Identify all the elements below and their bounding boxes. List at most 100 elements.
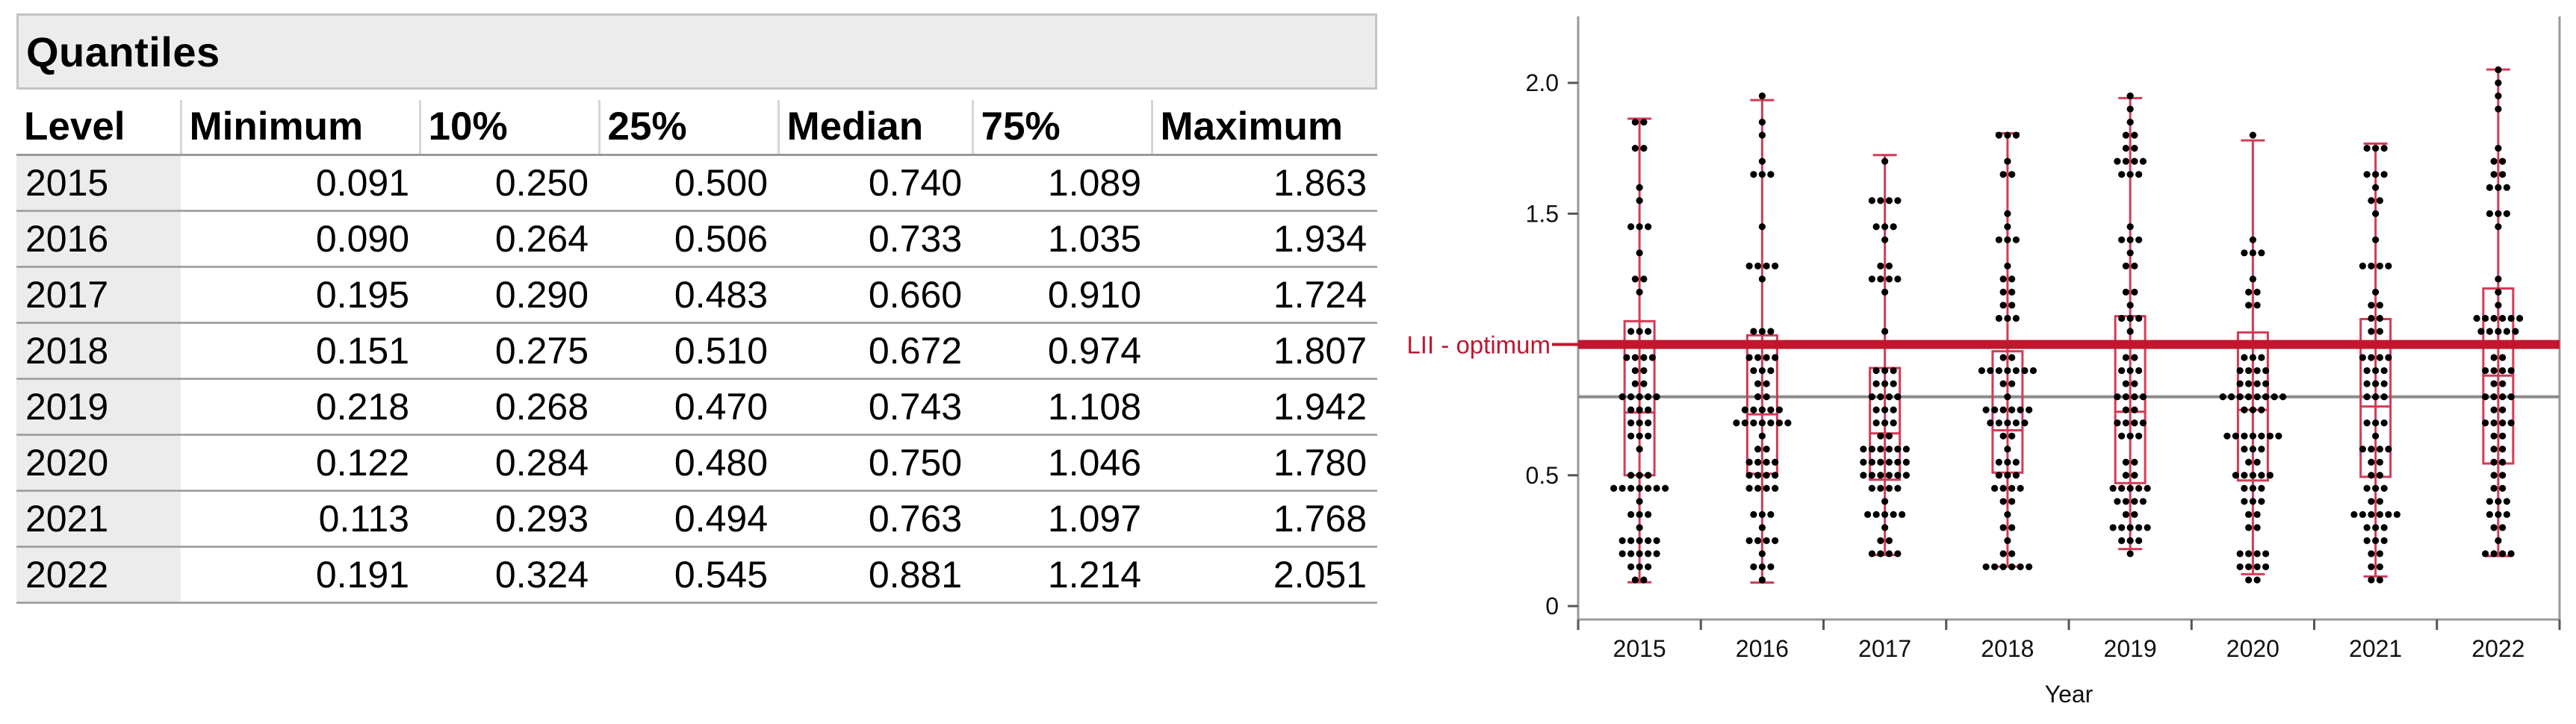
data-point xyxy=(2495,92,2502,100)
data-point xyxy=(2368,472,2375,479)
data-point xyxy=(2236,550,2244,558)
quantile-cell: 1.035 xyxy=(972,210,1152,268)
data-point xyxy=(2012,236,2020,243)
data-point xyxy=(2004,537,2011,544)
data-point xyxy=(2126,171,2134,178)
quantile-cell: 0.750 xyxy=(778,434,972,492)
data-point xyxy=(2503,511,2510,518)
data-point xyxy=(2376,458,2383,466)
data-point xyxy=(2271,393,2278,401)
data-point xyxy=(1894,458,1902,466)
data-point xyxy=(1987,366,1994,375)
table-row[interactable]: 2018 0.151 0.275 0.510 0.672 0.974 1.807 xyxy=(16,322,1377,380)
data-point xyxy=(2122,419,2129,427)
column-header[interactable]: 75% xyxy=(971,100,1152,156)
data-point xyxy=(2144,484,2151,492)
column-header[interactable]: 10% xyxy=(418,100,599,156)
data-point xyxy=(2359,511,2366,518)
data-point xyxy=(1636,288,1643,296)
data-point xyxy=(2236,393,2244,401)
data-point xyxy=(2131,419,2138,427)
data-point xyxy=(2507,419,2515,427)
data-point xyxy=(1763,446,1770,453)
column-header[interactable]: Minimum xyxy=(179,100,420,156)
table-row[interactable]: 2015 0.091 0.250 0.500 0.740 1.089 1.863 xyxy=(16,155,1377,212)
data-point xyxy=(2232,432,2239,440)
data-point xyxy=(1618,550,1626,558)
data-point xyxy=(1890,223,1897,231)
data-point xyxy=(2380,366,2388,375)
data-point xyxy=(1890,511,1897,518)
quantile-cell: 1.089 xyxy=(972,155,1152,212)
column-header[interactable]: Median xyxy=(777,100,972,156)
data-point xyxy=(1995,458,2002,466)
data-point xyxy=(2363,145,2371,152)
data-point xyxy=(2118,314,2126,322)
data-point xyxy=(1881,236,1889,243)
data-point xyxy=(1754,393,1762,401)
data-point xyxy=(2499,171,2507,178)
data-point xyxy=(1758,171,1766,178)
data-point xyxy=(2253,380,2261,387)
data-point xyxy=(2008,563,2016,571)
column-header[interactable]: 25% xyxy=(598,100,778,156)
data-point xyxy=(1758,419,1766,427)
data-point xyxy=(2249,275,2256,283)
data-point xyxy=(1754,484,1762,492)
data-point xyxy=(2495,511,2502,518)
data-point xyxy=(2249,354,2256,361)
quantiles-title: Quantiles xyxy=(26,28,220,75)
quantile-cell: 0.510 xyxy=(599,322,778,380)
data-point xyxy=(2490,393,2498,401)
data-point xyxy=(2228,393,2235,401)
data-point xyxy=(2245,524,2253,531)
table-row[interactable]: 2016 0.090 0.264 0.506 0.733 1.035 1.934 xyxy=(16,210,1377,268)
data-point xyxy=(1881,288,1889,296)
data-point xyxy=(2495,145,2502,152)
data-point xyxy=(2236,380,2244,387)
data-point xyxy=(1754,354,1762,361)
data-point xyxy=(2135,171,2143,178)
data-point xyxy=(2372,145,2380,152)
data-point xyxy=(1772,484,1779,492)
data-point xyxy=(1868,458,1875,466)
quantiles-header[interactable]: Quantiles xyxy=(16,13,1377,90)
data-point xyxy=(1750,511,1757,518)
data-point xyxy=(1636,419,1643,427)
table-row[interactable]: 2019 0.218 0.268 0.470 0.743 1.108 1.942 xyxy=(16,378,1377,436)
data-point xyxy=(2131,393,2138,401)
table-row[interactable]: 2017 0.195 0.290 0.483 0.660 0.910 1.724 xyxy=(16,266,1377,324)
data-point xyxy=(2372,380,2380,387)
data-point xyxy=(2118,366,2126,375)
column-header[interactable]: Maximum xyxy=(1150,100,1377,156)
data-point xyxy=(2372,537,2380,544)
data-point xyxy=(2126,366,2134,375)
data-point xyxy=(2109,524,2117,531)
x-tick-label: 2019 xyxy=(2104,635,2157,662)
data-point xyxy=(2490,314,2498,322)
data-point xyxy=(2372,393,2380,401)
data-point xyxy=(2258,498,2265,505)
table-row[interactable]: 2021 0.113 0.293 0.494 0.763 1.097 1.768 xyxy=(16,490,1377,548)
data-point xyxy=(2144,524,2151,531)
quantile-cell: 0.740 xyxy=(778,155,972,212)
data-point xyxy=(2486,498,2493,505)
level-cell: 2019 xyxy=(16,378,181,436)
data-point xyxy=(1636,563,1643,571)
data-point xyxy=(2368,328,2375,335)
data-point xyxy=(2253,393,2261,401)
data-point xyxy=(2482,419,2489,427)
data-point xyxy=(1741,406,1748,414)
data-point xyxy=(1767,563,1775,571)
data-point xyxy=(2372,288,2380,296)
table-row[interactable]: 2022 0.191 0.324 0.545 0.881 1.214 2.051 xyxy=(16,546,1377,604)
data-point xyxy=(2512,328,2519,335)
data-point xyxy=(2473,314,2480,322)
data-point xyxy=(2482,393,2489,401)
table-row[interactable]: 2020 0.122 0.284 0.480 0.750 1.046 1.780 xyxy=(16,434,1377,492)
data-point xyxy=(1750,406,1757,414)
column-header[interactable]: Level xyxy=(16,100,181,156)
data-point xyxy=(1868,484,1875,492)
data-point xyxy=(2245,393,2253,401)
